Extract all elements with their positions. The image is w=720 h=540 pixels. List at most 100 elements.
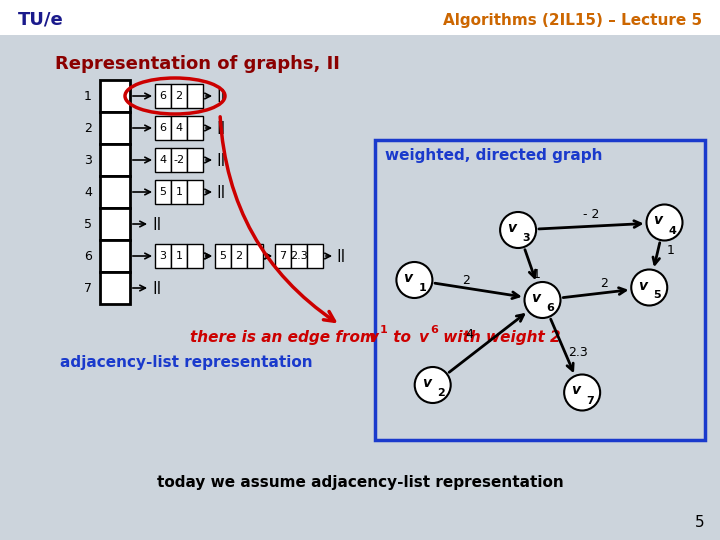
FancyArrowPatch shape [449,315,523,372]
Text: 1: 1 [176,187,182,197]
Text: 4: 4 [668,226,676,235]
FancyArrowPatch shape [551,319,573,370]
Text: ||: || [336,249,346,262]
Text: v: v [403,271,413,285]
Text: 4: 4 [159,155,166,165]
Text: 1: 1 [176,251,182,261]
Text: 4: 4 [176,123,183,133]
Text: 4: 4 [466,328,474,341]
Bar [291,245,307,267]
Text: v: v [531,291,541,305]
Text: v: v [368,330,378,345]
Bar [100,80,130,112]
Text: Algorithms (2IL15) – Lecture 5: Algorithms (2IL15) – Lecture 5 [443,12,702,28]
Bar [155,117,171,139]
Text: TU/e: TU/e [18,11,64,29]
Text: 2.3: 2.3 [569,346,588,359]
Text: 3: 3 [84,153,92,166]
Text: 6: 6 [546,303,554,313]
FancyArrowPatch shape [539,221,641,229]
Text: 2: 2 [437,388,444,398]
Bar [155,180,171,204]
Text: 6: 6 [84,249,92,262]
Text: 5: 5 [220,251,227,261]
FancyArrowPatch shape [563,288,626,298]
Text: 6: 6 [430,325,438,335]
Text: 1: 1 [418,283,426,293]
Text: 3: 3 [160,251,166,261]
Text: 2: 2 [84,122,92,134]
FancyArrowPatch shape [220,117,335,321]
Bar [171,245,187,267]
Bar [100,208,130,240]
Text: ||: || [216,122,225,134]
Bar [375,140,705,440]
Text: today we assume adjacency-list representation: today we assume adjacency-list represent… [157,475,563,490]
Bar [171,180,187,204]
Bar [187,148,203,172]
Bar [171,117,187,139]
Text: ||: || [216,90,225,103]
Text: 1: 1 [532,268,540,281]
Text: 7: 7 [279,251,287,261]
Bar [155,84,171,107]
Bar [187,245,203,267]
Text: 3: 3 [522,233,530,243]
Text: weighted, directed graph: weighted, directed graph [385,148,603,163]
Circle shape [500,212,536,248]
Bar [187,117,203,139]
Bar [100,240,130,272]
Text: 6: 6 [160,123,166,133]
Text: 6: 6 [160,91,166,101]
Text: 2: 2 [235,251,243,261]
FancyArrowPatch shape [653,242,660,264]
Text: Representation of graphs, II: Representation of graphs, II [55,55,340,73]
Text: 1: 1 [380,325,388,335]
FancyArrowPatch shape [435,283,519,299]
Bar [0,0,720,35]
Text: 7: 7 [586,395,594,406]
Bar [100,112,130,144]
Text: ||: || [152,218,161,231]
Text: 4: 4 [84,186,92,199]
Bar [155,245,171,267]
Bar [275,245,291,267]
Text: 5: 5 [84,218,92,231]
Bar [307,245,323,267]
Text: -2: -2 [174,155,184,165]
Text: v: v [422,376,431,390]
Text: there is an edge from: there is an edge from [190,330,381,345]
Text: 2: 2 [462,273,470,287]
Text: 5: 5 [696,515,705,530]
Text: 5: 5 [653,291,661,300]
Text: 1: 1 [84,90,92,103]
Text: v: v [571,383,580,397]
Text: adjacency-list representation: adjacency-list representation [60,355,312,370]
Text: 7: 7 [84,281,92,294]
Text: 2: 2 [176,91,183,101]
Bar [247,245,263,267]
Bar [231,245,247,267]
Text: v: v [507,221,516,235]
Bar [171,84,187,107]
Text: v: v [654,213,662,227]
Text: to: to [388,330,416,345]
Text: 2.3: 2.3 [290,251,308,261]
Circle shape [415,367,451,403]
Bar [215,245,231,267]
Text: 1: 1 [667,245,675,258]
Text: v: v [418,330,428,345]
Text: ||: || [216,153,225,166]
Bar [155,148,171,172]
FancyArrowPatch shape [525,249,536,278]
Text: with weight 2: with weight 2 [438,330,561,345]
Bar [100,272,130,304]
Circle shape [631,269,667,306]
Circle shape [524,282,560,318]
Bar [171,148,187,172]
Text: 2: 2 [600,277,608,291]
Bar [100,176,130,208]
Circle shape [647,205,683,240]
Bar [187,180,203,204]
Circle shape [564,375,600,410]
